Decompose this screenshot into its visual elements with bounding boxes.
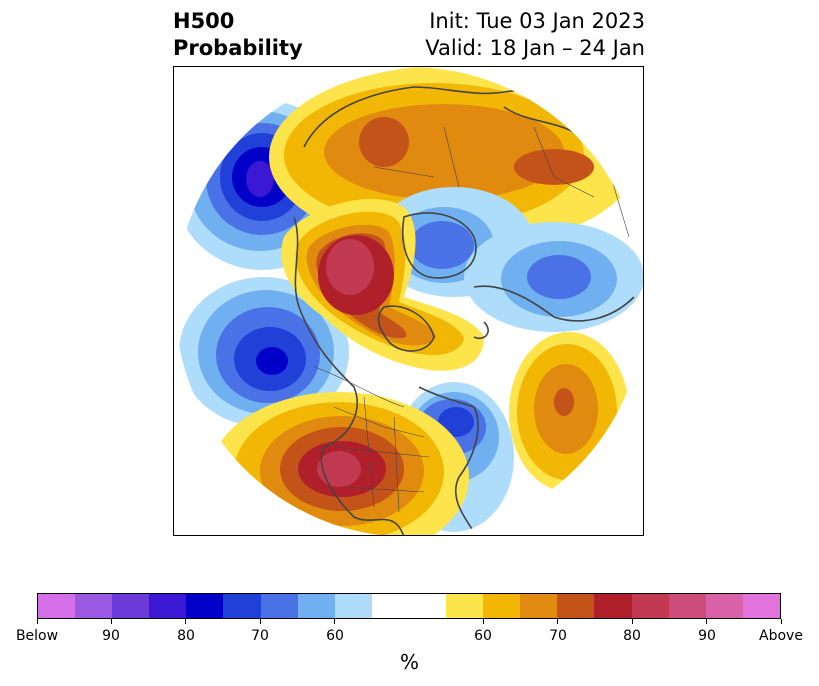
colorbar-tick [334,619,335,624]
colorbar-units: % [399,650,419,674]
colorbar-swatch [408,594,447,618]
title-variable: H500 [173,9,235,33]
colorbar-swatch [371,594,409,618]
colorbar-tick [111,619,112,624]
colorbar-swatch [260,594,298,618]
colorbar-swatch [38,594,76,618]
colorbar-tick [557,619,558,624]
title-left: H500 Probability [173,8,303,62]
colorbar-swatch [446,594,484,618]
colorbar-swatch [668,594,706,618]
colorbar-tick [260,619,261,624]
colorbar-tick-label: 60 [474,628,492,644]
colorbar-tick-label: 80 [623,628,641,644]
colorbar-tick-label: Below [15,628,59,644]
colorbar-tick [185,619,186,624]
borders [313,126,630,513]
colorbar-tick-label: 60 [326,628,344,644]
colorbar-swatch [705,594,743,618]
above-region-canada [281,198,484,371]
title-right: Init: Tue 03 Jan 2023 Valid: 18 Jan – 24… [425,8,645,62]
colorbar-swatch [112,594,150,618]
above-region-north [269,67,639,249]
below-region-pacific-south [179,277,349,427]
probability-map [175,67,643,535]
colorbar-swatch [631,594,669,618]
init-date: Init: Tue 03 Jan 2023 [429,9,645,33]
colorbar-tick [706,619,707,624]
colorbar-tick-label: Above [759,628,803,644]
coastlines [293,86,635,535]
colorbar [37,593,781,619]
colorbar-tick-label: 90 [698,628,716,644]
colorbar-tick [781,619,782,624]
colorbar-swatch [520,594,558,618]
colorbar-tick [632,619,633,624]
probability-field [175,67,643,535]
colorbar-swatch [742,594,780,618]
colorbar-swatch [75,594,113,618]
colorbar-tick [483,619,484,624]
valid-range: Valid: 18 Jan – 24 Jan [425,36,645,60]
colorbar-swatch [223,594,261,618]
colorbar-swatch [594,594,632,618]
map-frame [173,66,644,536]
colorbar-tick-label: 80 [177,628,195,644]
colorbar-tick [37,619,38,624]
above-region-atlantic [509,332,629,492]
colorbar-tick-label: 90 [102,628,120,644]
colorbar-swatch [149,594,187,618]
colorbar-swatch [186,594,224,618]
colorbar-swatch [483,594,521,618]
colorbar-tick-label: 70 [251,628,269,644]
title-product: Probability [173,36,303,60]
colorbar-swatch [334,594,372,618]
colorbar-swatch [297,594,335,618]
colorbar-tick-label: 70 [549,628,567,644]
colorbar-swatch [557,594,595,618]
